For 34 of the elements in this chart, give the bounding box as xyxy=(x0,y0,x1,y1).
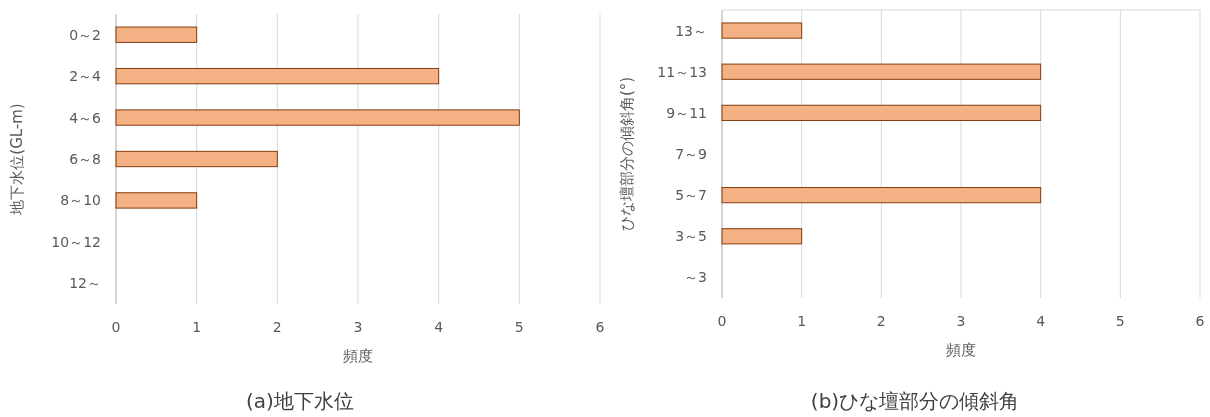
y-tick-label: 7～9 xyxy=(675,146,707,162)
y-axis-title: 地下水位(GL-m) xyxy=(8,103,26,216)
x-tick-label: 0 xyxy=(717,313,727,329)
x-tick-label: 5 xyxy=(514,319,524,335)
x-tick-label: 1 xyxy=(192,319,202,335)
y-tick-label: 6～8 xyxy=(69,151,101,167)
text: (a)地下水位 xyxy=(246,389,354,413)
y-tick-label: 2～4 xyxy=(69,68,102,85)
y-tick-label: 9～11 xyxy=(666,104,707,121)
y-tick-label: 8～10 xyxy=(60,192,101,209)
x-tick-label: 6 xyxy=(595,319,605,335)
x-tick-label: 5 xyxy=(1115,313,1125,329)
x-tick-label: 4 xyxy=(1036,313,1046,329)
x-tick-label: 2 xyxy=(876,313,886,329)
x-tick-label: 1 xyxy=(797,313,807,329)
text: (b)ひな壇部分の傾斜角 xyxy=(810,389,1020,413)
x-tick-label: 4 xyxy=(434,319,444,335)
y-tick-label: 12～ xyxy=(69,275,101,292)
y-tick-label: 0～2 xyxy=(69,26,101,43)
x-tick-label: 2 xyxy=(272,319,282,335)
y-tick-label: 5～7 xyxy=(675,187,707,204)
x-axis-title: 頻度 xyxy=(946,341,976,359)
x-tick-label: 6 xyxy=(1195,313,1205,329)
y-tick-label: 10～12 xyxy=(51,233,101,250)
x-tick-label: 3 xyxy=(956,313,966,329)
x-tick-label: 0 xyxy=(111,319,121,335)
y-tick-label: ～3 xyxy=(684,269,707,286)
x-tick-label: 3 xyxy=(353,319,363,335)
x-axis-title: 頻度 xyxy=(343,347,373,365)
y-tick-label: 11～13 xyxy=(657,63,707,80)
y-tick-label: 4～6 xyxy=(69,109,102,126)
y-tick-label: 3～5 xyxy=(675,228,707,245)
y-tick-label: 13～ xyxy=(675,22,707,39)
y-axis-title: ひな壇部分の傾斜角(°) xyxy=(618,76,636,232)
